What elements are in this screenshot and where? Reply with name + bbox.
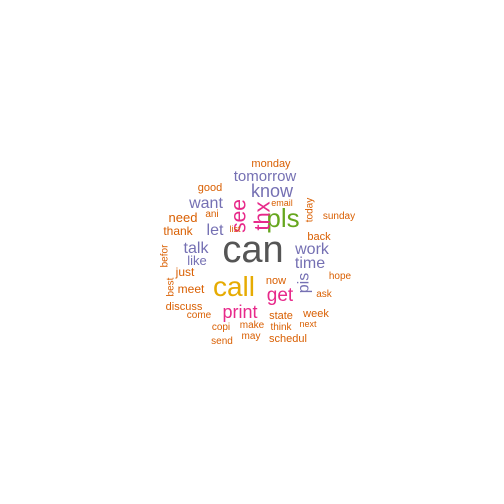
word-pls: pls bbox=[266, 203, 299, 233]
word-want: want bbox=[188, 195, 223, 212]
word-best: best bbox=[166, 277, 177, 296]
word-may: may bbox=[242, 331, 261, 342]
word-let: let bbox=[207, 222, 224, 239]
word-state: state bbox=[269, 310, 293, 322]
word-today: today bbox=[305, 198, 316, 222]
word-like: like bbox=[187, 253, 207, 268]
word-good: good bbox=[198, 182, 222, 194]
word-call: call bbox=[213, 271, 255, 302]
word-print: print bbox=[222, 302, 257, 322]
word-thx: thx bbox=[250, 201, 275, 230]
word-next: next bbox=[299, 319, 317, 329]
word-talk: talk bbox=[184, 240, 210, 257]
word-sunday: sunday bbox=[323, 211, 355, 222]
word-pis: pis bbox=[296, 273, 313, 293]
word-thank: thank bbox=[163, 224, 193, 238]
word-know: know bbox=[251, 181, 294, 201]
word-monday: monday bbox=[251, 158, 291, 170]
word-ask: ask bbox=[316, 289, 333, 300]
word-hope: hope bbox=[329, 271, 352, 282]
word-back: back bbox=[307, 231, 331, 243]
word-schedul: schedul bbox=[269, 333, 307, 345]
word-get: get bbox=[267, 285, 294, 306]
word-make: make bbox=[240, 320, 265, 331]
word-work: work bbox=[294, 241, 330, 258]
word-send: send bbox=[211, 336, 233, 347]
word-come: come bbox=[187, 310, 212, 321]
word-now: now bbox=[266, 275, 286, 287]
word-time: time bbox=[295, 255, 325, 272]
word-list: list bbox=[230, 224, 241, 234]
word-week: week bbox=[302, 308, 329, 320]
word-copi: copi bbox=[212, 322, 230, 333]
word-just: just bbox=[175, 265, 195, 279]
word-befor: befor bbox=[160, 244, 171, 267]
word-need: need bbox=[169, 210, 198, 225]
word-meet: meet bbox=[178, 282, 205, 296]
word-ani: ani bbox=[205, 209, 218, 220]
word-see: see bbox=[228, 199, 251, 233]
word-email: email bbox=[271, 198, 293, 208]
word-discuss: discuss bbox=[166, 301, 203, 313]
word-think: think bbox=[270, 322, 292, 333]
word-tomorrow: tomorrow bbox=[234, 168, 297, 185]
word-can: can bbox=[222, 229, 283, 271]
